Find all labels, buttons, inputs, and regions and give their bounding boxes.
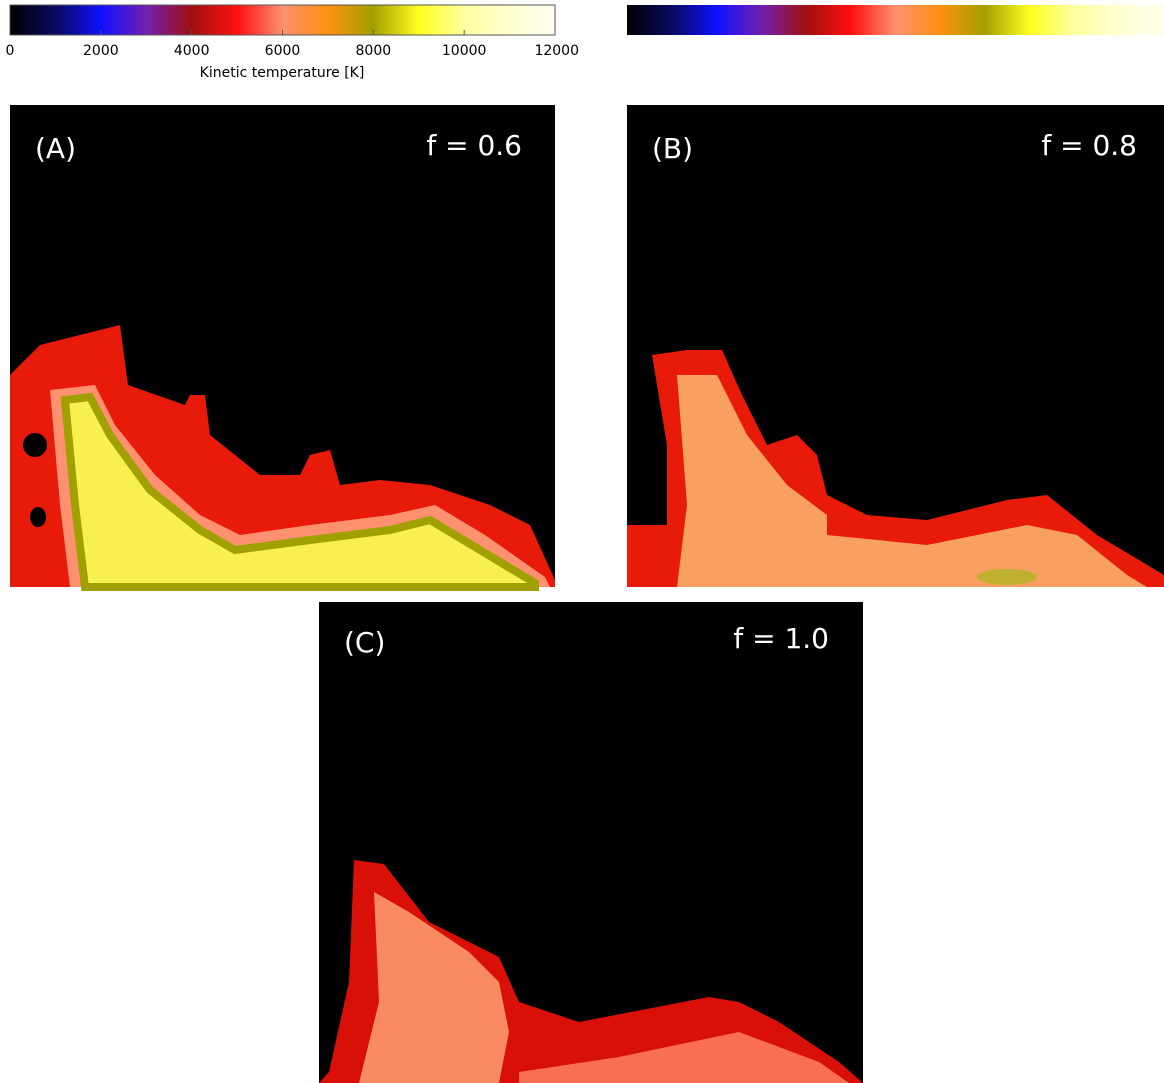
- tick-label: 8000: [356, 43, 392, 59]
- tick-label: 6000: [265, 43, 301, 59]
- panel-b: (B) f = 0.8: [627, 105, 1164, 587]
- panel-annotation: f = 0.6: [426, 129, 522, 162]
- panel-label: (C): [344, 626, 385, 659]
- panel-annotation: f = 0.8: [1041, 129, 1137, 162]
- tick-label: 2000: [83, 43, 119, 59]
- panel-label: (B): [652, 132, 693, 165]
- panel-c: (C) f = 1.0: [319, 602, 863, 1083]
- panel-label: (A): [35, 132, 76, 165]
- colorbar-label: Kinetic temperature [K]: [200, 65, 365, 81]
- tick-label: 0: [6, 43, 15, 59]
- tick-label: 10000: [442, 43, 487, 59]
- tick-label: 4000: [174, 43, 210, 59]
- tick-label: 12000: [534, 43, 579, 59]
- panel-annotation: f = 1.0: [733, 622, 829, 655]
- colorbar-copy: [627, 5, 1164, 35]
- panel-a: (A) f = 0.6: [10, 105, 555, 591]
